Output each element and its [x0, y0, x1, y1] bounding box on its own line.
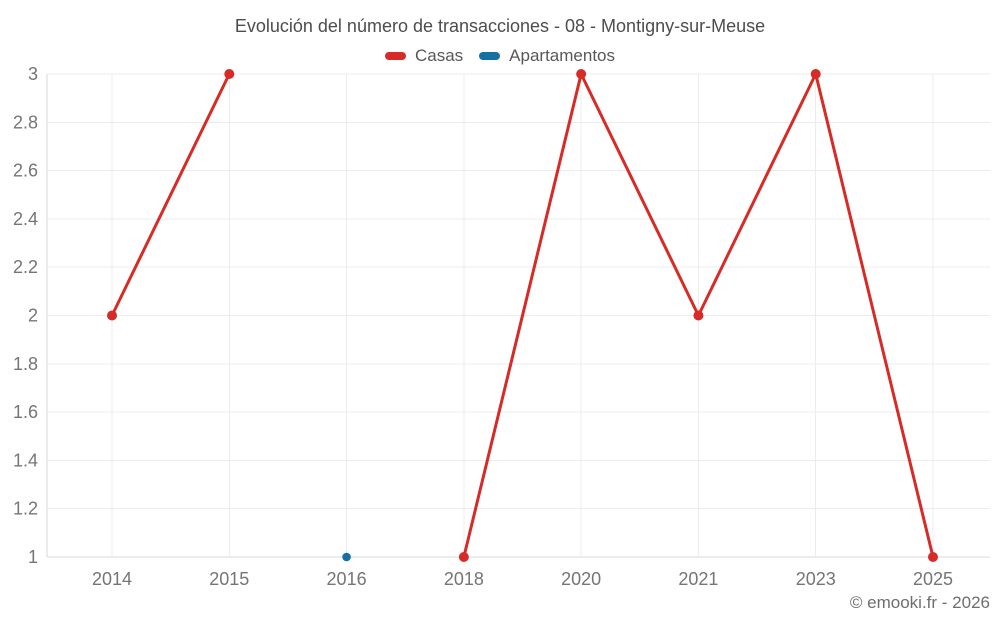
x-tick-label: 2015 — [209, 569, 249, 589]
x-tick-label: 2020 — [561, 569, 601, 589]
y-tick-label: 2 — [28, 306, 38, 326]
data-point-apartamentos[interactable] — [342, 552, 351, 562]
y-tick-label: 1 — [28, 547, 38, 567]
x-tick-label: 2014 — [92, 569, 132, 589]
data-point-casas[interactable] — [107, 310, 117, 321]
x-tick-label: 2016 — [327, 569, 367, 589]
x-tick-label: 2025 — [913, 569, 953, 589]
legend-swatch-casas-icon — [384, 52, 406, 60]
data-point-casas[interactable] — [810, 69, 821, 79]
legend-label-casas: Casas — [414, 46, 464, 65]
legend: Casas Apartamentos — [0, 46, 1000, 66]
data-point-casas[interactable] — [576, 69, 587, 79]
chart-title: Evolución del número de transacciones - … — [234, 16, 766, 36]
y-tick-label: 1.8 — [13, 354, 38, 374]
data-point-casas[interactable] — [224, 69, 235, 79]
legend-swatch-apartamentos-icon — [479, 52, 501, 60]
y-tick-label: 2.8 — [13, 112, 38, 132]
legend-item-apartamentos[interactable]: Apartamentos — [479, 46, 615, 66]
x-tick-label: 2023 — [796, 569, 836, 589]
y-tick-label: 2.4 — [13, 209, 38, 229]
y-tick-label: 1.6 — [13, 402, 38, 422]
watermark: © emooki.fr - 2026 — [849, 593, 990, 612]
y-tick-label: 3 — [28, 64, 38, 84]
data-point-casas[interactable] — [458, 552, 469, 562]
x-tick-label: 2021 — [678, 569, 718, 589]
legend-label-apartamentos: Apartamentos — [509, 46, 616, 65]
x-tick-label: 2018 — [444, 569, 484, 589]
y-tick-label: 1.2 — [13, 499, 38, 519]
y-tick-label: 1.4 — [13, 450, 38, 470]
y-tick-label: 2.6 — [13, 161, 38, 181]
data-point-casas[interactable] — [928, 552, 938, 562]
legend-item-casas[interactable]: Casas — [384, 46, 464, 66]
series-line-casas — [110, 72, 231, 317]
data-point-casas[interactable] — [693, 310, 704, 321]
y-tick-label: 2.2 — [13, 257, 38, 277]
